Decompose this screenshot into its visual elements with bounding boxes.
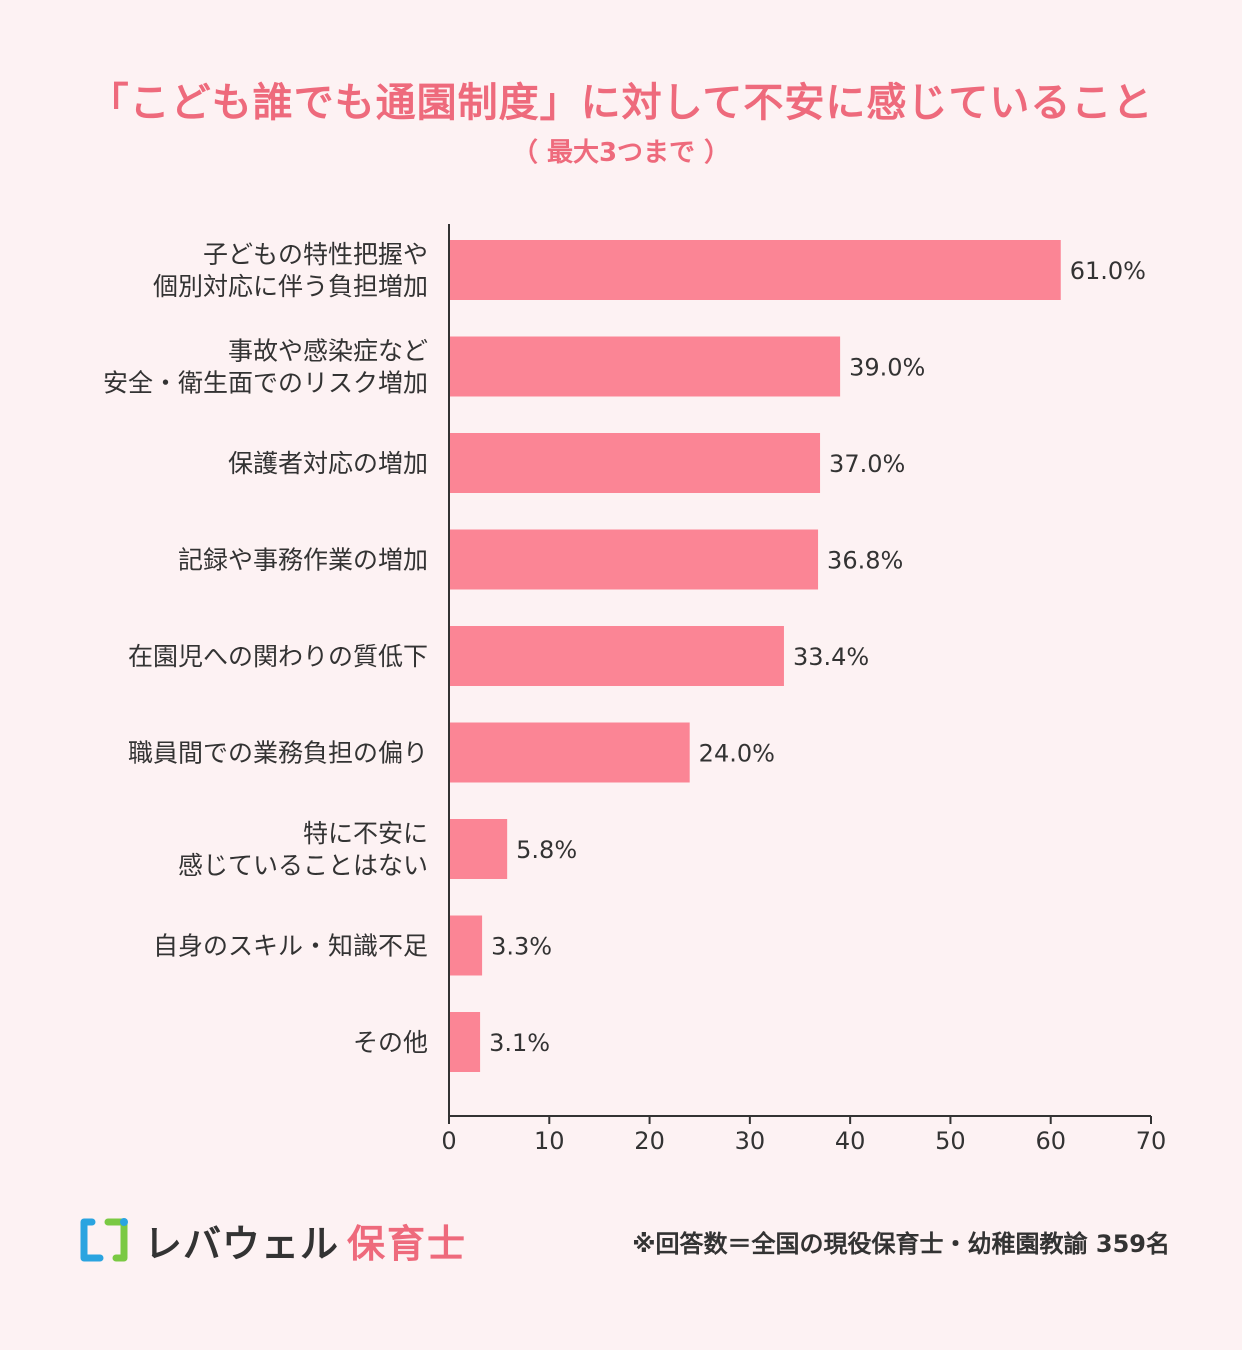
category-label-5-0: 職員間での業務負担の偏り bbox=[128, 739, 428, 768]
bar-2 bbox=[449, 433, 821, 493]
category-label-2-0: 保護者対応の増加 bbox=[228, 449, 428, 478]
value-label-6: 5.8% bbox=[516, 836, 577, 864]
category-label-7-0: 自身のスキル・知識不足 bbox=[153, 932, 428, 961]
value-label-5: 24.0% bbox=[699, 740, 775, 768]
bar-7 bbox=[449, 915, 483, 976]
category-label-6-1: 感じていることはない bbox=[178, 851, 428, 880]
x-tick-label-1: 10 bbox=[534, 1127, 565, 1155]
category-label-1-0: 事故や感染症など bbox=[228, 337, 428, 366]
brand-name-accent: 保育士 bbox=[347, 1221, 468, 1266]
value-label-1: 39.0% bbox=[849, 354, 925, 382]
chart-title: 「こども誰でも通園制度」に対して不安に感じていること bbox=[88, 80, 1154, 126]
x-tick-label-6: 60 bbox=[1035, 1127, 1066, 1155]
x-tick-label-5: 50 bbox=[935, 1127, 966, 1155]
x-tick-label-2: 20 bbox=[634, 1127, 665, 1155]
bar-5 bbox=[449, 722, 690, 783]
category-label-6-0: 特に不安に bbox=[303, 819, 428, 848]
x-tick-label-0: 0 bbox=[441, 1127, 456, 1155]
value-label-2: 37.0% bbox=[829, 450, 905, 478]
bar-4 bbox=[449, 626, 784, 686]
chart-subtitle: （ 最大3つまで ） bbox=[511, 138, 731, 168]
bar-0 bbox=[449, 240, 1061, 300]
value-label-8: 3.1% bbox=[489, 1029, 550, 1057]
category-label-1-1: 安全・衛生面でのリスク増加 bbox=[103, 369, 428, 398]
x-tick-label-4: 40 bbox=[835, 1127, 866, 1155]
bar-6 bbox=[449, 819, 508, 879]
bar-8 bbox=[449, 1012, 481, 1072]
respondent-note: ※回答数＝全国の現役保育士・幼稚園教諭 359名 bbox=[632, 1230, 1170, 1258]
x-tick-label-3: 30 bbox=[735, 1127, 766, 1155]
value-label-4: 33.4% bbox=[793, 643, 869, 671]
category-label-3-0: 記録や事務作業の増加 bbox=[178, 546, 428, 575]
bar-3 bbox=[449, 529, 819, 590]
x-tick-label-7: 70 bbox=[1136, 1127, 1167, 1155]
value-label-3: 36.8% bbox=[827, 547, 903, 575]
brand-logo: レバウェル 保育士 bbox=[78, 1208, 467, 1272]
value-label-0: 61.0% bbox=[1070, 257, 1146, 285]
category-label-4-0: 在園児への関わりの質低下 bbox=[128, 642, 428, 671]
bar-1 bbox=[449, 336, 841, 397]
value-label-7: 3.3% bbox=[491, 933, 552, 961]
category-label-8-0: その他 bbox=[353, 1028, 428, 1057]
category-label-0-0: 子どもの特性把握や bbox=[203, 240, 428, 269]
brand-logo-icon bbox=[80, 1218, 128, 1262]
category-label-0-1: 個別対応に伴う負担増加 bbox=[153, 272, 428, 301]
brand-name: レバウェル bbox=[144, 1221, 340, 1266]
